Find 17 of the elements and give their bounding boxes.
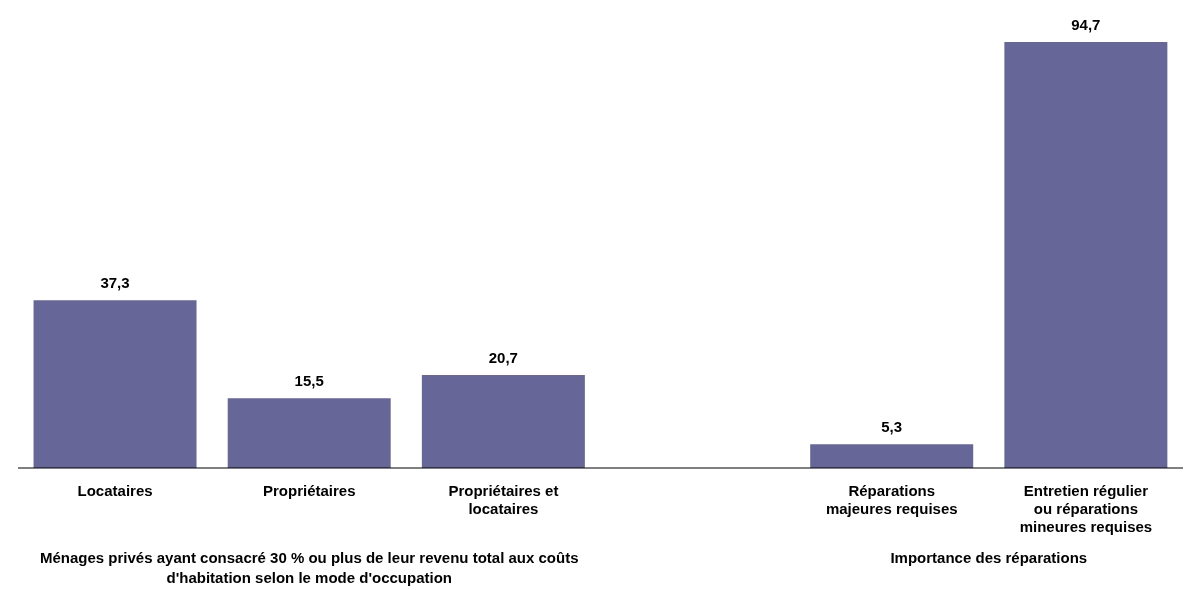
bar [1004, 42, 1168, 468]
x-tick-label: Réparations majeures requises [825, 482, 958, 517]
data-label: 15,5 [294, 372, 324, 390]
bar [421, 374, 585, 468]
x-tick-label: Propriétaires et locataires [448, 482, 559, 517]
bar [227, 398, 391, 468]
text: Ménages privés ayant consacré 30 % ou plus de leur revenu total aux coûts d'habitation selon le mode d'occupation [39, 548, 580, 588]
data-label: 5,3 [881, 418, 903, 436]
x-tick-label: Entretien régulier ou réparations mineures requises [1019, 482, 1153, 535]
bar [33, 300, 197, 468]
data-label: 20,7 [488, 348, 518, 366]
data-label: 37,3 [100, 274, 130, 292]
data-label: 94,7 [1071, 16, 1101, 33]
x-tick-label: Propriétaires [262, 482, 356, 499]
x-tick-label: Locataires [77, 482, 153, 499]
bar [810, 444, 974, 468]
text: Importance des réparations [889, 548, 1089, 568]
